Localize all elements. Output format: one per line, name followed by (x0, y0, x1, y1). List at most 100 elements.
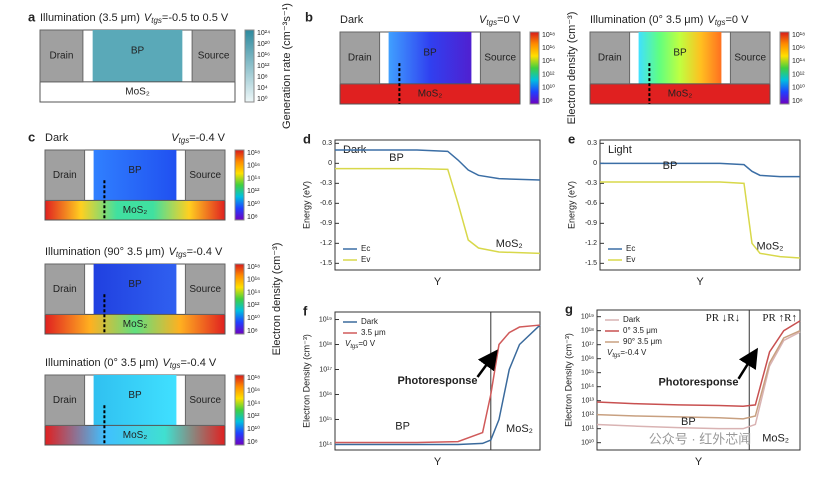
gate-voltage: Vtgs=-0.4 V (162, 357, 216, 370)
substrate-label: MoS₂ (668, 89, 693, 100)
legend-label: 90° 3.5 μm (623, 337, 662, 346)
y-tick-label: -0.6 (320, 200, 332, 207)
colorbar-tick: 10¹⁶ (247, 277, 260, 284)
legend-label: Ev (361, 255, 370, 264)
drain-label: Drain (348, 53, 372, 64)
y-tick-label: 10¹⁷ (581, 342, 594, 349)
colorbar (234, 374, 245, 446)
colorbar-tick: 10¹⁶ (792, 45, 805, 52)
channel (92, 30, 183, 82)
drain-electrode (589, 31, 631, 85)
colorbar (244, 29, 255, 103)
legend-label: Dark (361, 317, 379, 326)
source-label: Source (189, 395, 221, 406)
gate-value: =0 V (725, 14, 749, 26)
gate-voltage: Vtgs=0 V (707, 14, 749, 27)
substrate-label: MoS₂ (125, 87, 150, 98)
gate-subscript: tgs (179, 136, 190, 145)
annotation: MoS₂ (506, 423, 533, 435)
colorbar-tick: 10¹⁶ (247, 388, 260, 395)
y-axis-label: Energy (eV) (566, 181, 576, 229)
y-tick-label: -0.9 (585, 220, 597, 227)
drain-electrode (44, 149, 86, 201)
plot-frame (334, 139, 541, 271)
x-axis-label: Y (434, 276, 442, 288)
colorbar-tick: 10⁸ (792, 98, 803, 105)
y-tick-label: -1.5 (585, 260, 597, 267)
gate-subscript: tgs (715, 18, 726, 27)
y-tick-label: 10¹⁹ (319, 316, 332, 323)
colorbar-tick: 10⁸ (247, 439, 258, 446)
source-electrode (729, 31, 771, 85)
channel (93, 375, 177, 426)
gate-subscript: tgs (170, 361, 181, 370)
gate-symbol: V (479, 14, 488, 26)
y-tick-label: 0.3 (587, 140, 597, 147)
y-tick-label: 10¹⁷ (319, 366, 332, 373)
drain-electrode (39, 29, 84, 83)
colorbar-tick: 10¹⁴ (542, 58, 555, 65)
device-title: Dark (340, 14, 364, 26)
colorbar-tick: 10¹⁰ (247, 200, 260, 208)
substrate (44, 424, 226, 446)
y-axis-label: Energy (eV) (301, 181, 311, 229)
annotation: MoS₂ (762, 433, 789, 445)
panel-label: g (565, 301, 573, 316)
y-tick-label: 10¹⁶ (319, 391, 332, 398)
colorbar-tick: 10¹⁸ (247, 264, 260, 271)
data-line (596, 331, 801, 430)
colorbar-tick: 10¹⁶ (542, 45, 555, 52)
colorbar-tick: 10¹⁰ (247, 425, 260, 433)
watermark: 公众号 · 红外芯闻 (649, 431, 752, 446)
drain-label: Drain (53, 170, 77, 181)
source-label: Source (734, 53, 766, 64)
device-title: Illumination (0° 3.5 μm) (45, 357, 158, 369)
substrate-label: MoS₂ (418, 89, 443, 100)
colorbar-tick: 10⁸ (247, 214, 258, 221)
gate-value: =-0.4 V (187, 246, 223, 258)
colorbar-tick: 10¹⁶ (247, 163, 260, 170)
device-title: Dark (45, 132, 69, 144)
gate-subscript: tgs (151, 16, 162, 25)
y-tick-label: 10¹¹ (582, 426, 595, 433)
substrate (39, 81, 236, 103)
y-tick-label: -1.2 (585, 240, 597, 247)
colorbar-tick: 10¹² (542, 71, 555, 78)
colorbar-title: Electron density (cm⁻³) (271, 243, 283, 356)
colorbar-tick: 10⁸ (542, 98, 553, 105)
y-axis-label: Electron Density (cm⁻³) (301, 334, 311, 428)
channel (388, 32, 472, 84)
data-line (600, 162, 800, 178)
device-title: Illumination (90° 3.5 μm) (45, 246, 165, 258)
legend-note: Vtgs=-0.4 V (607, 348, 647, 358)
y-tick-label: 10¹⁹ (581, 314, 594, 321)
gate-voltage: Vtgs=0 V (479, 14, 521, 27)
annotation: Photoresponse (658, 377, 738, 389)
y-tick-label: 10¹² (582, 412, 595, 419)
gate-symbol: V (607, 348, 613, 357)
substrate (44, 199, 226, 221)
legend-label: Dark (623, 315, 641, 324)
gate-value: =0 V (497, 14, 521, 26)
plot-frame (599, 139, 801, 271)
substrate (339, 83, 521, 105)
panel-label: e (568, 131, 575, 146)
gate-subscript: tgs (176, 250, 187, 259)
channel-label: BP (128, 165, 142, 176)
source-electrode (184, 149, 226, 201)
device-title: Illumination (3.5 μm) (40, 12, 140, 24)
data-line (335, 167, 541, 255)
colorbar-tick: 10¹⁸ (247, 150, 260, 157)
drain-label: Drain (49, 51, 73, 62)
drain-electrode (339, 31, 381, 85)
colorbar-tick: 10¹² (247, 302, 260, 309)
source-electrode (184, 374, 226, 426)
drain-label: Drain (53, 395, 77, 406)
colorbar (529, 31, 540, 105)
y-tick-label: 10¹³ (582, 398, 595, 405)
gate-value: =-0.4 V (189, 132, 225, 144)
legend-note: Vtgs=0 V (345, 339, 376, 349)
panel-label: d (303, 131, 311, 146)
channel (93, 264, 177, 315)
